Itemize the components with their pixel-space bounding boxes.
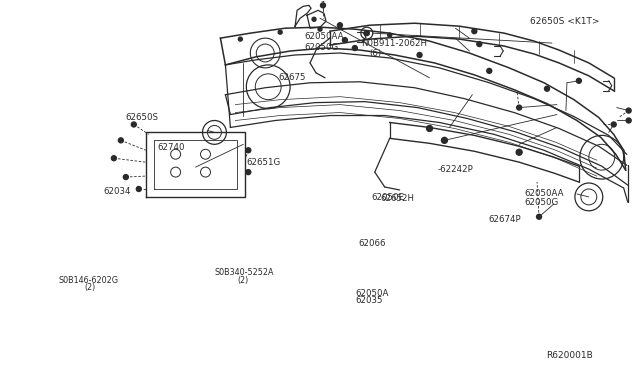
Circle shape [442, 137, 447, 143]
Text: 62675: 62675 [278, 73, 306, 81]
Circle shape [417, 52, 422, 57]
Circle shape [426, 125, 433, 131]
Circle shape [278, 30, 282, 34]
Circle shape [388, 33, 392, 37]
Circle shape [477, 42, 482, 46]
Text: 62674P: 62674P [489, 215, 522, 224]
Text: S0B340-5252A: S0B340-5252A [215, 268, 275, 277]
Text: 62651G: 62651G [246, 157, 281, 167]
Circle shape [342, 38, 348, 42]
Circle shape [246, 170, 251, 174]
Text: 62650S: 62650S [125, 113, 159, 122]
Circle shape [246, 148, 251, 153]
Circle shape [626, 118, 631, 123]
Circle shape [516, 149, 522, 155]
Circle shape [611, 122, 616, 127]
Circle shape [536, 214, 541, 219]
Text: 62035: 62035 [355, 296, 383, 305]
Text: (2): (2) [237, 276, 248, 285]
Circle shape [321, 0, 326, 1]
Circle shape [353, 45, 357, 51]
Circle shape [238, 37, 243, 41]
Text: 62050A: 62050A [355, 289, 388, 298]
Text: (6): (6) [370, 49, 382, 58]
Circle shape [364, 31, 369, 36]
Circle shape [118, 138, 124, 143]
Text: 62034: 62034 [103, 187, 131, 196]
Circle shape [318, 27, 322, 31]
Circle shape [487, 68, 492, 73]
Text: 62050G: 62050G [524, 198, 558, 207]
Text: 62066: 62066 [358, 239, 386, 248]
Circle shape [131, 122, 136, 127]
Text: S0B146-6202G: S0B146-6202G [59, 276, 119, 285]
Text: 62050E: 62050E [371, 193, 404, 202]
Text: 62050AA: 62050AA [524, 189, 563, 198]
Circle shape [626, 108, 631, 113]
Circle shape [136, 186, 141, 192]
Circle shape [337, 23, 342, 28]
Text: 62652H: 62652H [381, 195, 415, 203]
Circle shape [124, 174, 129, 180]
Circle shape [111, 156, 116, 161]
Text: (2): (2) [84, 283, 95, 292]
Circle shape [545, 86, 550, 91]
Text: R620001B: R620001B [546, 351, 593, 360]
Text: N: N [365, 31, 369, 36]
Circle shape [472, 29, 477, 33]
Text: 62650S <K1T>: 62650S <K1T> [531, 17, 600, 26]
Text: 62050AA: 62050AA [304, 32, 344, 41]
Circle shape [312, 17, 316, 21]
Text: -62242P: -62242P [438, 165, 474, 174]
Text: 62050G: 62050G [304, 43, 339, 52]
Circle shape [321, 3, 326, 8]
Text: N0B911-2062H: N0B911-2062H [362, 39, 428, 48]
Circle shape [577, 78, 581, 83]
Text: 62740: 62740 [157, 143, 185, 152]
Circle shape [516, 105, 522, 110]
